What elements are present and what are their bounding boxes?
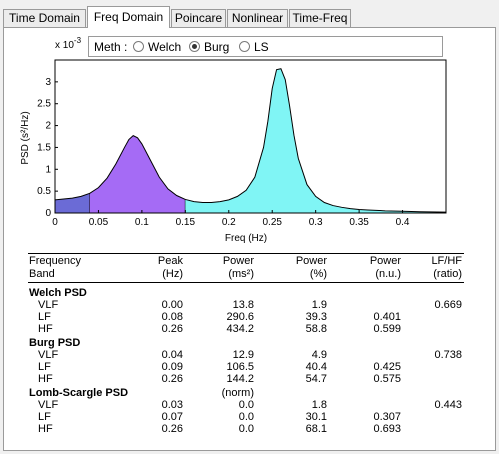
cell-power_nu: 0.693	[373, 423, 401, 435]
cell-power_ms2: 0.0	[238, 411, 254, 423]
cell-power_ms2: 434.2	[226, 323, 254, 335]
radio-ls-label[interactable]: LS	[254, 40, 269, 54]
header-peak-unit: (Hz)	[162, 268, 183, 280]
row-band: HF	[38, 373, 53, 385]
tab-time-freq[interactable]: Time-Freq	[289, 9, 351, 27]
cell-peak: 0.00	[161, 299, 183, 311]
row-band: HF	[38, 423, 53, 435]
radio-burg[interactable]	[189, 41, 200, 52]
cell-power_pct: 68.1	[305, 423, 327, 435]
cell-peak: 0.26	[161, 373, 183, 385]
cell-power_pct: 40.4	[305, 361, 327, 373]
header-peak: Peak	[157, 255, 183, 267]
section-title: Burg PSD	[29, 337, 81, 349]
tab-time-domain[interactable]: Time Domain	[3, 9, 86, 27]
header-frequency: Frequency	[29, 255, 81, 267]
header-power_pct-unit: (%)	[309, 268, 327, 280]
cell-power_ms2: 290.6	[226, 311, 254, 323]
cell-peak: 0.08	[161, 311, 183, 323]
cell-power_nu: 0.307	[373, 411, 401, 423]
method-label: Meth :	[94, 40, 128, 54]
cell-ratio: 0.738	[434, 349, 462, 361]
row-band: VLF	[38, 349, 59, 361]
row-band: VLF	[38, 399, 59, 411]
radio-welch-label[interactable]: Welch	[148, 40, 182, 54]
row-band: LF	[38, 411, 51, 423]
header-power_ms2: Power	[222, 255, 254, 267]
cell-power_pct: 1.8	[311, 399, 327, 411]
cell-power_ms2: 12.9	[232, 349, 254, 361]
cell-peak: 0.03	[161, 399, 183, 411]
cell-power_ms2: 106.5	[226, 361, 254, 373]
cell-ratio: 0.669	[434, 299, 462, 311]
tab-freq-domain[interactable]: Freq Domain	[87, 6, 170, 28]
cell-peak: 0.26	[161, 423, 183, 435]
cell-power_ms2: 0.0	[238, 399, 254, 411]
cell-power_pct: 54.7	[305, 373, 327, 385]
cell-peak: 0.04	[161, 349, 183, 361]
row-band: VLF	[38, 299, 59, 311]
radio-welch[interactable]	[133, 41, 144, 52]
radio-burg-label[interactable]: Burg	[204, 40, 230, 54]
radio-ls[interactable]	[239, 41, 250, 52]
cell-ratio: 0.443	[434, 399, 462, 411]
cell-power_nu: 0.401	[373, 311, 401, 323]
header-ratio: LF/HF	[431, 255, 462, 267]
cell-power_nu: 0.599	[373, 323, 401, 335]
cell-power_ms2: 0.0	[238, 423, 254, 435]
table-divider	[28, 253, 464, 254]
header-power_ms2-unit: (ms²)	[228, 268, 254, 280]
cell-power_nu: 0.425	[373, 361, 401, 373]
cell-power_ms2: 144.2	[226, 373, 254, 385]
cell-power_nu: 0.575	[373, 373, 401, 385]
section-subtitle: (norm)	[221, 387, 254, 399]
header-ratio-unit: (ratio)	[433, 268, 462, 280]
section-title: Lomb-Scargle PSD	[29, 387, 129, 399]
row-band: HF	[38, 323, 53, 335]
table-divider	[28, 282, 464, 283]
row-band: LF	[38, 311, 51, 323]
cell-power_ms2: 13.8	[232, 299, 254, 311]
header-power_nu-unit: (n.u.)	[375, 268, 401, 280]
cell-peak: 0.07	[161, 411, 183, 423]
method-selector: Meth : Welch Burg LS	[88, 36, 443, 57]
row-band: LF	[38, 361, 51, 373]
header-band: Band	[29, 268, 55, 280]
cell-power_pct: 1.9	[311, 299, 327, 311]
header-power_nu: Power	[369, 255, 401, 267]
tab-nonlinear[interactable]: Nonlinear	[227, 9, 288, 27]
cell-peak: 0.09	[161, 361, 183, 373]
tab-poincare[interactable]: Poincare	[171, 9, 226, 27]
cell-power_pct: 58.8	[305, 323, 327, 335]
cell-power_pct: 39.3	[305, 311, 327, 323]
cell-power_pct: 4.9	[311, 349, 327, 361]
header-power_pct: Power	[295, 255, 327, 267]
section-title: Welch PSD	[29, 287, 87, 299]
cell-power_pct: 30.1	[305, 411, 327, 423]
cell-peak: 0.26	[161, 323, 183, 335]
